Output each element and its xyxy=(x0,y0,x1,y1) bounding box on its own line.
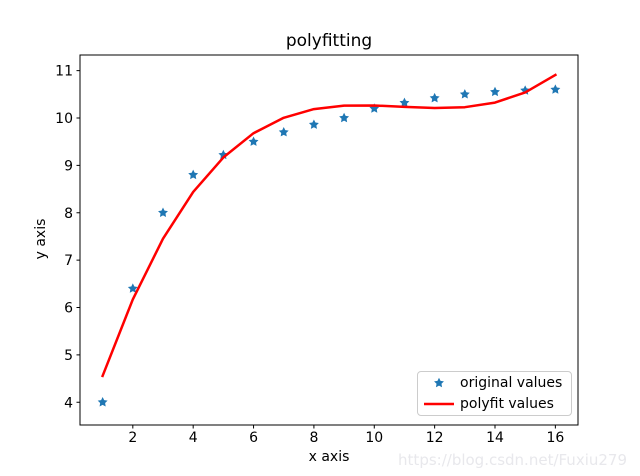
svg-text:14: 14 xyxy=(486,430,504,446)
legend-item-polyfit-values: polyfit values xyxy=(418,395,571,414)
chart-title: polyfitting xyxy=(285,31,373,51)
legend-label-original-values: original values xyxy=(460,375,563,392)
line-marker-icon xyxy=(418,397,460,411)
svg-text:2: 2 xyxy=(128,430,137,446)
legend-label-polyfit-values: polyfit values xyxy=(460,395,554,412)
svg-text:6: 6 xyxy=(64,301,73,317)
svg-text:7: 7 xyxy=(64,253,73,269)
x-axis-label: x axis xyxy=(308,449,350,465)
star-marker-icon xyxy=(418,376,460,390)
svg-text:10: 10 xyxy=(55,111,73,127)
svg-text:11: 11 xyxy=(55,64,73,80)
svg-text:8: 8 xyxy=(309,430,318,446)
y-axis-label: y axis xyxy=(33,218,49,260)
svg-text:8: 8 xyxy=(64,206,73,222)
svg-text:9: 9 xyxy=(64,158,73,174)
svg-text:5: 5 xyxy=(64,348,73,364)
svg-text:4: 4 xyxy=(64,395,73,411)
legend: original values polyfit values xyxy=(417,371,572,416)
svg-text:16: 16 xyxy=(546,430,564,446)
svg-text:6: 6 xyxy=(249,430,258,446)
watermark: https://blog.csdn.net/Fuxiu279 xyxy=(398,451,627,469)
svg-text:12: 12 xyxy=(426,430,444,446)
svg-text:4: 4 xyxy=(189,430,198,446)
legend-item-original-values: original values xyxy=(418,374,571,393)
svg-text:10: 10 xyxy=(365,430,383,446)
